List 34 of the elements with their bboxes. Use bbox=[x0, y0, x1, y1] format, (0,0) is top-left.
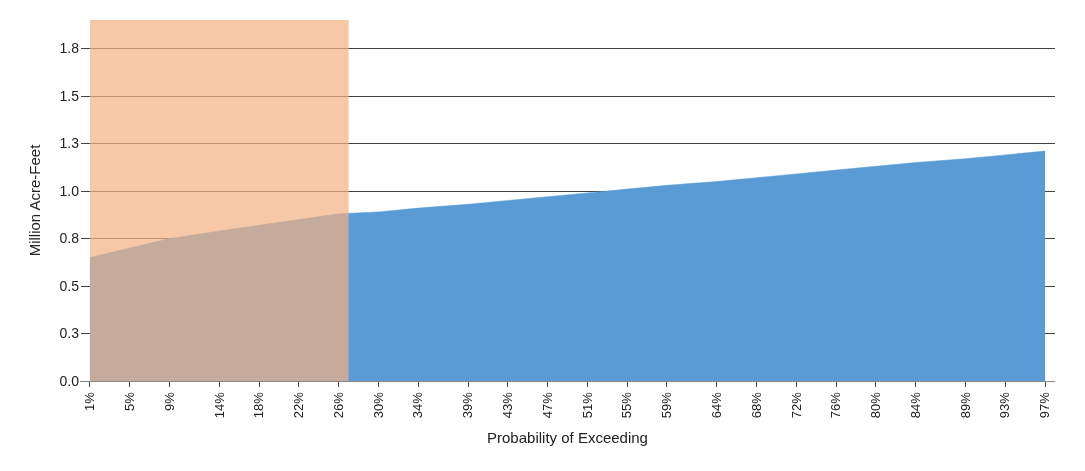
x-tick-label: 89% bbox=[957, 391, 973, 419]
x-tick-label: 93% bbox=[997, 391, 1013, 419]
x-tick-label: 84% bbox=[907, 391, 923, 419]
x-tick-label: 22% bbox=[291, 391, 307, 419]
x-tick-label: 68% bbox=[748, 391, 764, 419]
y-tick-label: 1.8 bbox=[59, 40, 80, 57]
x-tick-label: 26% bbox=[330, 391, 346, 419]
x-tick-label: 14% bbox=[211, 391, 227, 419]
x-tick-label: 47% bbox=[539, 391, 555, 419]
y-tick-label: 0.0 bbox=[59, 372, 80, 389]
x-tick-label: 72% bbox=[788, 391, 804, 419]
x-tick-label: 5% bbox=[121, 391, 137, 411]
x-axis-title: Probability of Exceeding bbox=[487, 429, 648, 447]
x-tick-label: 55% bbox=[619, 391, 635, 419]
y-tick-label: 1.3 bbox=[59, 135, 80, 152]
y-tick-label: 0.5 bbox=[59, 277, 80, 294]
x-tick-label: 64% bbox=[708, 391, 724, 419]
y-tick-label: 1.5 bbox=[59, 87, 80, 104]
x-tick-label: 80% bbox=[868, 391, 884, 419]
x-tick-label: 18% bbox=[251, 391, 267, 419]
y-tick-label: 0.3 bbox=[59, 325, 80, 342]
y-tick-label: 0.8 bbox=[59, 230, 80, 247]
x-tick-label: 59% bbox=[659, 391, 675, 419]
x-tick-label: 9% bbox=[161, 391, 177, 411]
x-tick-label: 30% bbox=[370, 391, 386, 419]
y-axis-title: Million Acre-Feet bbox=[25, 143, 43, 257]
x-tick-label: 76% bbox=[828, 391, 844, 419]
x-tick-label: 51% bbox=[579, 391, 595, 419]
x-tick-label: 1% bbox=[82, 391, 98, 411]
x-tick-label: 39% bbox=[460, 391, 476, 419]
x-tick-label: 43% bbox=[500, 391, 516, 419]
x-tick-label: 34% bbox=[410, 391, 426, 419]
y-tick-label: 1.0 bbox=[59, 182, 80, 199]
x-tick-label: 97% bbox=[1037, 391, 1053, 419]
